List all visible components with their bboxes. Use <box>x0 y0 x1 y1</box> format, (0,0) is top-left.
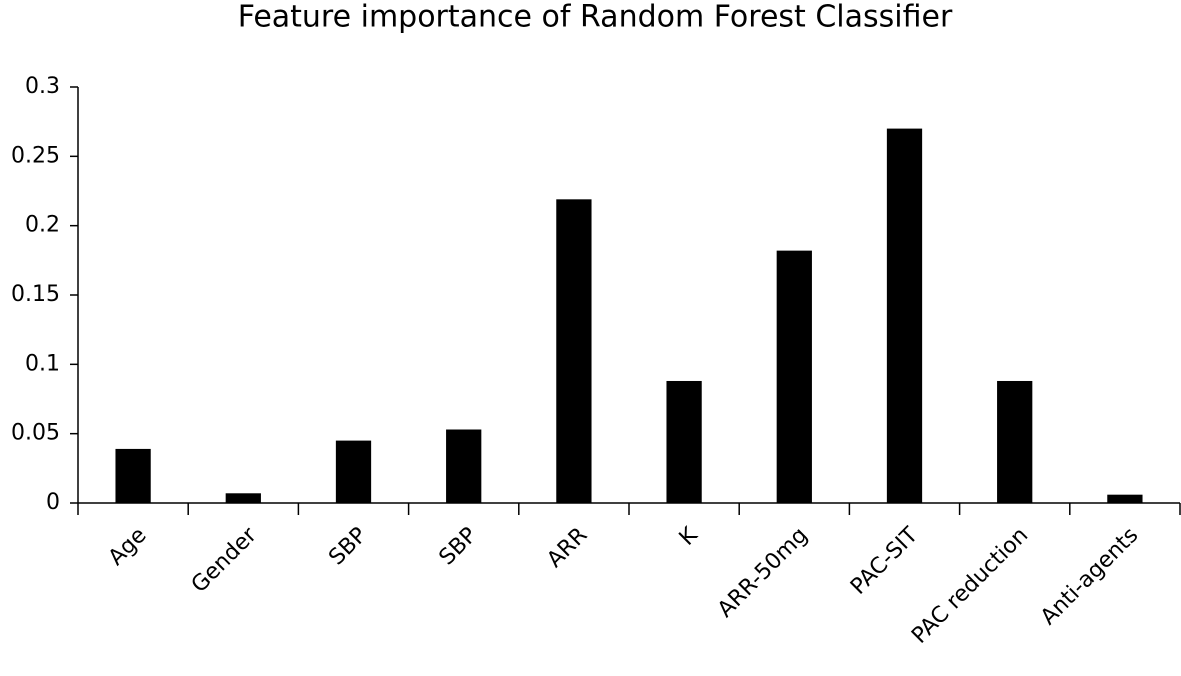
y-tick-label: 0.2 <box>25 213 60 238</box>
bar <box>225 493 261 503</box>
bar <box>335 440 372 503</box>
x-tick-label: K <box>675 522 703 550</box>
x-tick-label: SBP <box>435 523 483 571</box>
y-tick-label: 0 <box>46 490 60 515</box>
chart-title: Feature importance of Random Forest Clas… <box>238 0 953 35</box>
bar <box>666 380 702 503</box>
y-tick-label: 0.15 <box>11 282 60 307</box>
x-tick-label: Anti-agents <box>1036 523 1143 630</box>
x-tick-label: PAC reduction <box>907 523 1033 649</box>
y-tick-label: 0.25 <box>11 143 60 168</box>
bar <box>886 128 923 503</box>
bar <box>997 380 1033 503</box>
x-tick-label: ARR-50mg <box>713 523 813 623</box>
bar <box>556 199 592 503</box>
x-tick-label: Age <box>104 523 152 571</box>
bar <box>776 250 812 503</box>
bar <box>1107 494 1143 503</box>
x-tick-label: Gender <box>187 522 263 598</box>
x-tick-label: SBP <box>324 523 372 571</box>
bar <box>115 448 151 503</box>
y-tick-label: 0.05 <box>11 421 60 446</box>
x-tick-label: PAC-SIT <box>846 522 923 599</box>
y-tick-label: 0.1 <box>25 351 60 376</box>
x-tick-label: ARR <box>542 523 592 573</box>
y-tick-label: 0.3 <box>25 74 60 99</box>
bar <box>446 429 482 503</box>
